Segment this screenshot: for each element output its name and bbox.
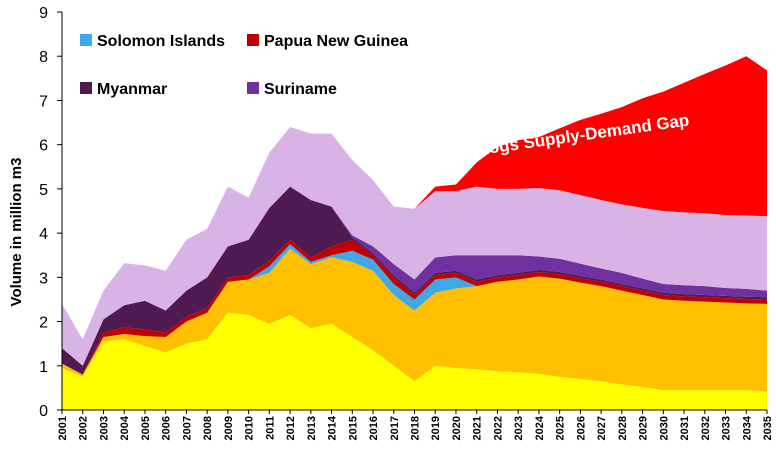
legend: Solomon Islands Papua New Guinea Myanmar Su…: [80, 33, 408, 98]
y-tick-label: 6: [39, 138, 48, 155]
x-tick-label: 2006: [161, 416, 173, 440]
x-tick-label: 2015: [347, 416, 359, 440]
x-tick-label: 2012: [285, 416, 297, 440]
area-series-group: [62, 56, 767, 410]
y-axis: 0 1 2 3 4 5 6 7 8 9: [39, 5, 63, 420]
area-series-unlabeled-1: [62, 312, 767, 410]
legend-label-myanmar: Myanmar: [97, 81, 167, 98]
y-tick-label: 1: [39, 359, 48, 376]
x-tick-label: 2016: [368, 416, 380, 440]
x-tick-label: 2005: [140, 416, 152, 440]
x-tick-label: 2028: [617, 416, 629, 440]
x-tick-label: 2020: [451, 416, 463, 440]
area-series-solomon-islands: [62, 244, 767, 375]
x-tick-label: 2014: [327, 415, 339, 440]
legend-swatch-myanmar: [80, 82, 92, 94]
x-tick-label: 2023: [513, 416, 525, 440]
area-series-myanmar: [62, 186, 767, 375]
legend-label-suriname: Suriname: [264, 81, 337, 98]
x-tick-label: 2001: [57, 416, 69, 440]
x-tick-label: 2004: [119, 415, 131, 440]
x-tick-label: 2003: [98, 416, 110, 440]
x-tick-label: 2030: [658, 416, 670, 440]
x-tick-label: 2009: [223, 416, 235, 440]
legend-label-papua-new-guinea: Papua New Guinea: [264, 33, 408, 50]
y-tick-label: 0: [39, 403, 48, 420]
x-tick-label: 2021: [472, 416, 484, 440]
y-tick-label: 8: [39, 49, 48, 66]
x-tick-label: 2019: [430, 416, 442, 440]
x-tick-label: 2027: [596, 416, 608, 440]
x-tick-label: 2024: [534, 415, 546, 440]
x-tick-label: 2002: [78, 416, 90, 440]
x-tick-label: 2034: [741, 415, 753, 440]
x-tick-label: 2029: [638, 416, 650, 440]
x-tick-label: 2008: [202, 416, 214, 440]
x-tick-label: 2031: [679, 416, 691, 440]
x-tick-label: 2013: [306, 416, 318, 440]
x-tick-label: 2022: [492, 416, 504, 440]
x-tick-label: 2035: [762, 416, 774, 440]
legend-label-solomon-islands: Solomon Islands: [97, 33, 225, 50]
y-tick-label: 9: [39, 5, 48, 22]
x-tick-label: 2007: [181, 416, 193, 440]
x-tick-label: 2026: [575, 416, 587, 440]
x-tick-label: 2017: [389, 416, 401, 440]
area-series-suriname: [62, 186, 767, 366]
x-axis: 2001 2002 2003 2004 2005 2006 2007 2008 2009 2010…: [57, 409, 774, 440]
x-tick-label: 2018: [410, 416, 422, 440]
x-tick-label: 2025: [555, 416, 567, 440]
area-series-unlabeled-7: [62, 126, 767, 366]
area-series-logs-supply-demand-gap: [62, 56, 767, 340]
y-tick-label: 5: [39, 182, 48, 199]
x-tick-label: 2011: [264, 416, 276, 440]
legend-swatch-papua-new-guinea: [247, 34, 259, 46]
area-series-unlabeled-2: [62, 248, 767, 392]
y-tick-label: 3: [39, 270, 48, 287]
x-tick-label: 2010: [244, 416, 256, 440]
x-tick-label: 2033: [721, 416, 733, 440]
legend-swatch-suriname: [247, 82, 259, 94]
y-tick-label: 7: [39, 93, 48, 110]
y-tick-label: 2: [39, 315, 48, 332]
y-tick-label: 4: [39, 226, 48, 243]
x-tick-label: 2032: [700, 416, 712, 440]
legend-swatch-solomon-islands: [80, 34, 92, 46]
y-axis-title: Volume in million m3: [8, 158, 25, 307]
